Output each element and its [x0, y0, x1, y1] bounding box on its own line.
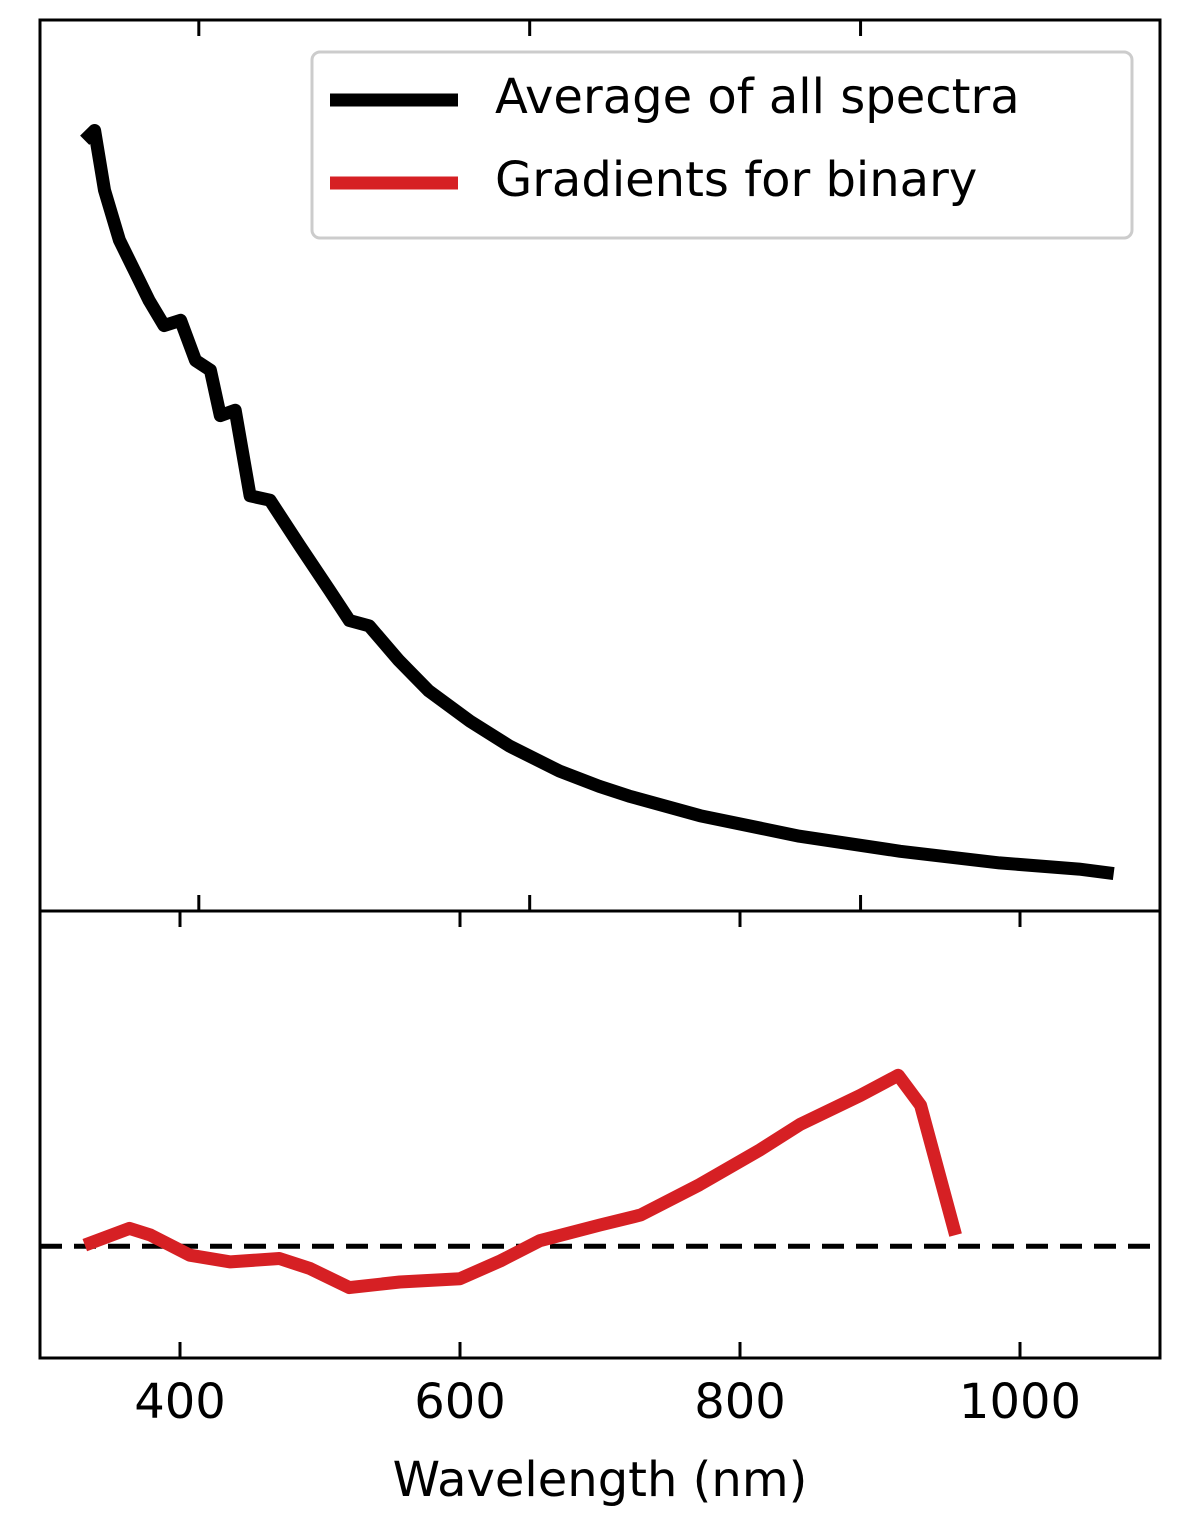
series-line: [82, 1068, 962, 1295]
x-axis-label: Wavelength (nm): [393, 1452, 808, 1508]
legend-label: Average of all spectra: [495, 69, 1020, 125]
x-tick-label: 600: [414, 1374, 506, 1430]
x-tick-label: 800: [694, 1374, 786, 1430]
x-tick-label: 1000: [959, 1374, 1081, 1430]
series-line: [80, 124, 1115, 881]
axes-frame: [38, 909, 1162, 1360]
x-tick-label: 400: [134, 1374, 226, 1430]
legend-box: [310, 50, 1134, 240]
legend-label: Gradients for binary: [495, 152, 977, 208]
